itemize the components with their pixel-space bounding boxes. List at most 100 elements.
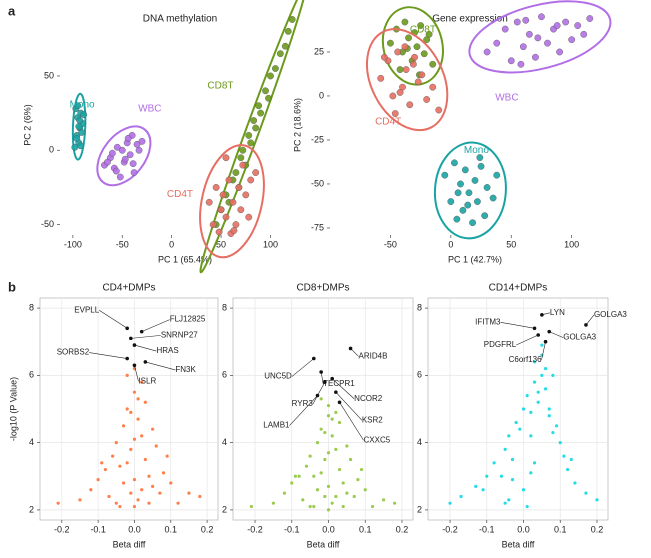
x-tick-label: 100: [564, 239, 579, 249]
point: [136, 417, 140, 421]
annotation-label: EVPLL: [74, 305, 99, 314]
annotation-label: PDGFRL: [484, 340, 517, 349]
point: [252, 124, 260, 132]
point: [158, 491, 162, 495]
point: [574, 22, 582, 29]
point: [543, 387, 548, 391]
point: [481, 488, 485, 492]
confidence-ellipse: [199, 0, 308, 274]
group-label: CD4T: [375, 116, 401, 127]
point: [544, 39, 551, 47]
point: [319, 397, 323, 401]
point: [337, 420, 342, 425]
point: [121, 155, 129, 163]
point: [161, 471, 166, 475]
panel-label: a: [8, 3, 16, 18]
y-tick-label: 6: [417, 370, 422, 380]
point: [448, 501, 452, 505]
point: [493, 171, 501, 179]
point: [76, 117, 84, 124]
y-tick-label: 4: [417, 437, 422, 447]
y-tick-label: -75: [311, 222, 324, 232]
x-axis-title: PC 1 (65.4%): [158, 254, 212, 264]
confidence-ellipse: [468, 0, 612, 74]
point: [532, 53, 539, 61]
point: [532, 360, 537, 364]
group-label: CD4T: [167, 189, 193, 200]
point: [413, 43, 421, 51]
y-tick-label: 8: [417, 302, 422, 312]
y-tick-label: 4: [222, 437, 227, 447]
point: [290, 481, 294, 485]
annotation-label: LAMB1: [263, 421, 290, 430]
point: [252, 169, 260, 176]
y-tick-label: 2: [222, 504, 227, 514]
point: [377, 74, 385, 82]
point: [100, 461, 104, 465]
point: [493, 39, 501, 47]
y-axis-title: -log10 (P Value): [8, 377, 18, 441]
point: [510, 478, 515, 482]
x-tick-label: 100: [263, 239, 278, 249]
highlight-point: [330, 376, 334, 381]
point: [323, 494, 327, 499]
point: [540, 373, 544, 377]
point: [112, 167, 120, 175]
x-tick-label: 0.1: [359, 524, 372, 534]
point: [71, 143, 79, 151]
point: [345, 491, 349, 495]
annotation-leader: [99, 310, 128, 329]
annotation-label: RYR3: [292, 399, 314, 408]
chart: -0.2 -0.1 0.0 0.1 0.2 2 4 6 8 CD8+DMPs Beta diff AR…: [222, 283, 414, 549]
point: [554, 424, 559, 428]
point: [249, 504, 253, 509]
annotation-label: GOLGA3: [563, 333, 596, 342]
point: [96, 478, 100, 482]
point: [514, 420, 518, 425]
annotation-leader: [134, 344, 157, 352]
chart-title: CD8+DMPs: [296, 283, 349, 294]
point: [77, 142, 85, 150]
group-label: CD8T: [207, 81, 233, 92]
point: [132, 504, 137, 509]
group-label: Mono: [464, 145, 489, 156]
annotation-label: SORBS2: [57, 348, 90, 357]
point: [492, 461, 496, 465]
point: [121, 481, 126, 485]
chart-title: CD4+DMPs: [102, 283, 155, 294]
y-tick-label: 6: [222, 370, 227, 380]
point: [334, 410, 338, 414]
point: [584, 491, 588, 495]
x-tick-label: 0.2: [396, 524, 409, 534]
point: [118, 464, 122, 468]
highlight-point: [132, 363, 137, 368]
point: [143, 457, 147, 462]
point: [319, 427, 323, 431]
highlight-point: [132, 343, 137, 347]
point: [330, 434, 334, 438]
point: [272, 65, 279, 72]
annotation-leader: [541, 341, 546, 360]
point: [212, 184, 220, 191]
x-tick-label: 0.2: [201, 524, 214, 534]
point: [104, 158, 111, 166]
point: [247, 139, 255, 147]
point: [330, 417, 334, 421]
point: [276, 50, 284, 58]
point: [125, 407, 129, 411]
point: [78, 498, 82, 502]
annotation-leader: [291, 358, 315, 377]
point: [255, 102, 263, 110]
point: [154, 444, 158, 448]
annotation-leader: [585, 314, 595, 326]
highlight-point: [125, 326, 129, 331]
annotation-leader: [516, 334, 539, 346]
point: [222, 154, 230, 162]
point: [165, 454, 169, 458]
point: [454, 189, 462, 197]
chart: -50 0 50 100 -75 -50 -25 0 25 Gene expression PC 1…: [292, 0, 612, 264]
annotation-leader: [549, 331, 564, 338]
point: [457, 180, 464, 188]
point: [326, 508, 331, 512]
x-axis-title: PC 1 (42.7%): [448, 254, 502, 264]
